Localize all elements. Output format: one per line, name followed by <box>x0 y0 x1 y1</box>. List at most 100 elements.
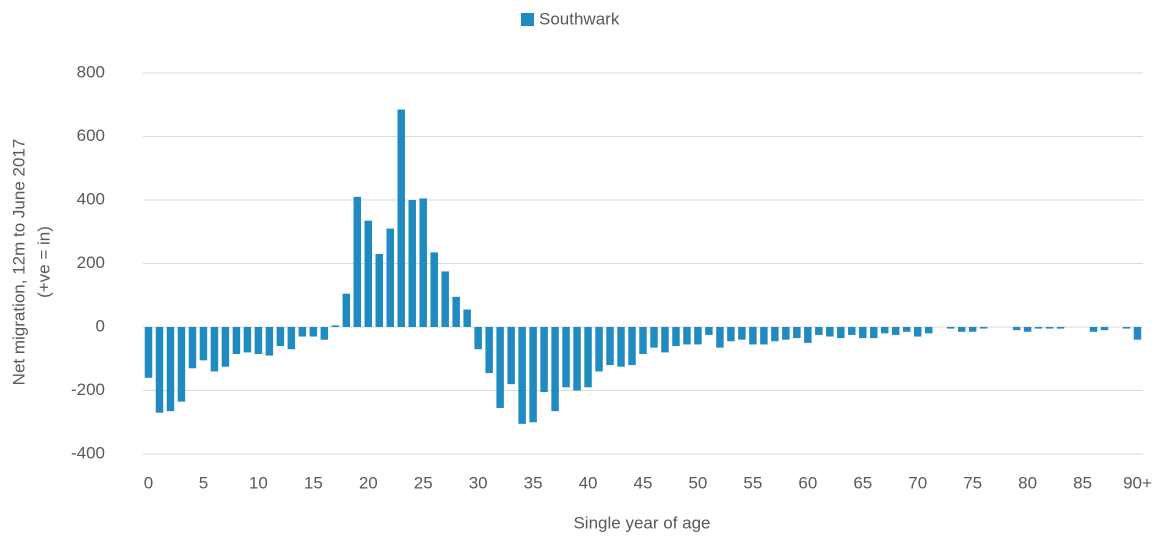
x-tick-label: 25 <box>414 473 433 492</box>
x-tick-label: 35 <box>524 473 543 492</box>
bar <box>903 327 911 332</box>
bar <box>946 327 955 329</box>
y-tick-label: -200 <box>71 380 105 399</box>
bar <box>265 327 274 356</box>
bar <box>595 327 603 372</box>
bar <box>628 327 636 366</box>
x-tick-label: 45 <box>634 473 653 492</box>
bar <box>232 327 241 354</box>
bar <box>254 327 263 354</box>
bar <box>771 327 779 342</box>
bar <box>957 327 966 332</box>
bar <box>144 327 153 378</box>
y-axis-title: Net migration, 12m to June 2017 <box>9 139 28 386</box>
bar <box>749 327 757 345</box>
y-tick-label: 600 <box>77 126 105 145</box>
x-tick-label: 30 <box>469 473 488 492</box>
bar <box>573 327 581 391</box>
y-tick-label: 0 <box>96 316 105 335</box>
bar <box>342 293 351 327</box>
bar <box>1056 327 1065 329</box>
bar <box>979 327 988 329</box>
bar <box>364 220 373 327</box>
bar <box>738 327 746 340</box>
bar <box>507 327 515 385</box>
bar <box>694 327 702 345</box>
bar <box>859 327 867 339</box>
bar <box>782 327 790 340</box>
bar <box>804 327 812 343</box>
legend-label: Southwark <box>539 9 620 28</box>
bar <box>870 327 878 339</box>
bar <box>221 327 230 367</box>
bar <box>716 327 724 348</box>
bar <box>518 327 526 424</box>
bar <box>331 325 340 327</box>
x-tick-label: 60 <box>798 473 817 492</box>
bar <box>529 327 537 423</box>
bar <box>826 327 834 337</box>
x-axis-title: Single year of age <box>573 513 710 532</box>
bar <box>705 327 713 335</box>
x-tick-label: 90+ <box>1123 473 1152 492</box>
bar <box>661 327 669 353</box>
bar <box>672 327 680 347</box>
bar <box>617 327 625 367</box>
x-tick-label: 5 <box>199 473 208 492</box>
bar <box>848 327 856 335</box>
bar <box>1089 327 1098 332</box>
x-tick-label: 55 <box>743 473 762 492</box>
bar <box>837 327 845 339</box>
y-tick-label: 200 <box>77 253 105 272</box>
bar <box>760 327 768 345</box>
bar <box>419 198 427 327</box>
bar <box>320 327 329 340</box>
x-tick-label: 0 <box>144 473 153 492</box>
bar <box>881 327 889 334</box>
bar <box>397 109 405 327</box>
bar <box>188 327 197 369</box>
bar <box>243 327 252 353</box>
bar <box>968 327 977 332</box>
bar <box>485 327 493 374</box>
legend-swatch <box>521 13 534 26</box>
bar <box>1012 327 1021 331</box>
bar <box>683 327 691 345</box>
bar <box>1034 327 1043 329</box>
bar <box>210 327 219 372</box>
bar <box>199 327 208 361</box>
x-tick-label: 70 <box>908 473 927 492</box>
bar <box>1023 327 1032 332</box>
y-tick-label: 400 <box>77 189 105 208</box>
y-axis-title: (+ve = in) <box>34 226 53 298</box>
bar <box>606 327 614 366</box>
y-tick-label: 800 <box>77 62 105 81</box>
bar <box>913 327 922 337</box>
bar <box>562 327 570 388</box>
x-tick-label: 85 <box>1073 473 1092 492</box>
bar <box>1133 327 1142 340</box>
bar <box>452 296 460 327</box>
bar <box>298 327 307 337</box>
x-tick-label: 80 <box>1018 473 1037 492</box>
bar <box>924 327 933 334</box>
bar <box>551 327 559 412</box>
bar <box>496 327 504 408</box>
bar <box>408 200 416 327</box>
bar <box>166 327 175 412</box>
bar <box>540 327 548 393</box>
y-tick-label: -400 <box>71 443 105 462</box>
bar <box>386 228 394 327</box>
bar <box>892 327 900 335</box>
bar <box>1100 327 1109 331</box>
x-tick-label: 20 <box>359 473 378 492</box>
bar <box>793 327 801 339</box>
x-tick-label: 65 <box>853 473 872 492</box>
x-tick-label: 10 <box>249 473 268 492</box>
x-tick-label: 75 <box>963 473 982 492</box>
bar <box>155 327 164 413</box>
bar <box>584 327 592 388</box>
bar <box>276 327 285 347</box>
bar <box>430 252 438 327</box>
